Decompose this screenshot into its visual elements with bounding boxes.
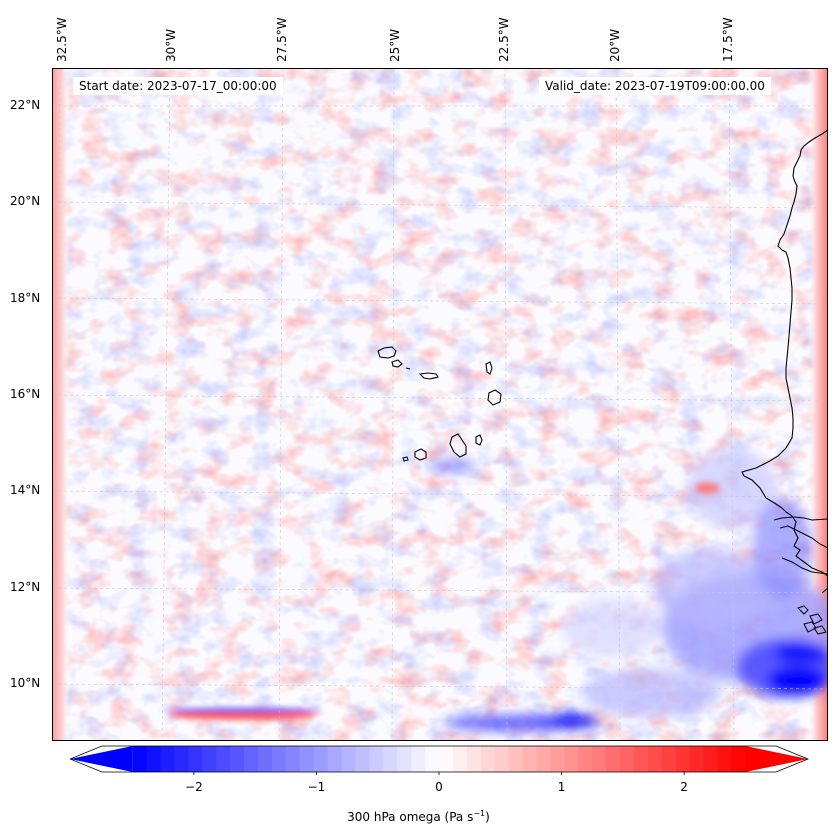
colorbar-label-close: ) <box>485 810 490 824</box>
island-santo-antao <box>377 346 397 359</box>
colorbar-tick-minus-1: −1 <box>307 780 326 794</box>
colorbar-segment <box>522 746 538 772</box>
colorbar-segment <box>703 746 719 772</box>
lon-label-25w: 25°W <box>388 28 402 62</box>
ascent-region-southeast <box>427 448 828 731</box>
left-boundary-band <box>52 68 70 741</box>
colorbar-extend-max <box>745 746 808 772</box>
colorbar-segment <box>494 746 510 772</box>
lat-label-14n: 14°N <box>10 483 41 497</box>
colorbar-segment <box>661 746 677 772</box>
guinea-bissau-coast <box>779 525 828 575</box>
island-sao-nicolau <box>418 372 439 380</box>
lat-label-22n: 22°N <box>10 98 41 112</box>
colorbar-segment <box>244 746 259 772</box>
colorbar-ticks <box>193 772 685 775</box>
colorbar-segment <box>689 746 705 772</box>
island-fogo <box>414 448 427 461</box>
lat-label-20n: 20°N <box>10 194 41 208</box>
colorbar-segment <box>564 746 579 772</box>
lon-label-22-5w: 22.5°W <box>497 17 511 62</box>
colorbar-tick-2: 2 <box>680 780 688 794</box>
colorbar-segment <box>633 746 649 772</box>
colorbar-segment <box>285 746 301 772</box>
island-sal <box>485 361 493 375</box>
cape-verde-islands <box>377 346 502 462</box>
colorbar-segment <box>257 746 273 772</box>
map-frame <box>52 68 828 741</box>
lat-label-18n: 18°N <box>10 291 41 305</box>
colorbar-tick-minus-2: −2 <box>185 780 203 794</box>
colorbar-segment <box>620 746 635 772</box>
colorbar-segment <box>383 746 398 772</box>
colorbar-label: 300 hPa omega (Pa s−1) <box>0 809 837 824</box>
lat-label-12n: 12°N <box>10 580 41 594</box>
island-santiago <box>449 433 467 458</box>
colorbar-segment <box>369 746 384 772</box>
colorbar-segment <box>466 746 482 772</box>
colorbar-segment <box>160 746 176 772</box>
colorbar-segment <box>606 746 621 772</box>
colorbar-segment <box>299 746 315 772</box>
colorbar-segment <box>271 746 287 772</box>
colorbar-outline <box>70 745 810 773</box>
colorbar-segment <box>647 746 663 772</box>
colorbar-segment <box>675 746 691 772</box>
colorbar-segment <box>731 746 746 772</box>
lat-label-16n: 16°N <box>10 387 41 401</box>
island-maio <box>475 434 483 446</box>
colorbar-segment <box>355 746 370 772</box>
graticule <box>52 68 828 741</box>
colorbar-segment <box>425 746 440 772</box>
island-sao-vicente <box>391 359 403 368</box>
colorbar-tick-0: 0 <box>435 780 443 794</box>
gambia-river-coast <box>773 516 828 521</box>
colorbar-segment <box>313 746 329 772</box>
lon-label-17-5w: 17.5°W <box>721 17 735 62</box>
colorbar-tick-1: 1 <box>557 780 566 794</box>
lon-label-20w: 20°W <box>608 28 622 62</box>
colorbar-segment <box>452 746 468 772</box>
colorbar-segment <box>411 746 426 772</box>
colorbar-segment <box>216 746 231 772</box>
colorbar <box>70 745 810 775</box>
colorbar-segment <box>592 746 607 772</box>
omega-field-map <box>52 68 828 741</box>
colorbar-label-text: 300 hPa omega (Pa s <box>347 810 474 824</box>
colorbar-label-exponent: −1 <box>473 809 486 818</box>
africa-coastline <box>741 129 828 577</box>
island-brava <box>402 456 409 462</box>
colorbar-segment <box>439 746 454 772</box>
colorbar-segment <box>327 746 343 772</box>
colorbar-segment <box>146 746 162 772</box>
colorbar-segment <box>174 746 189 772</box>
colorbar-extend-min <box>70 746 133 772</box>
colorbar-segment <box>341 746 357 772</box>
colorbar-segment <box>188 746 203 772</box>
colorbar-segment <box>132 746 148 772</box>
colorbar-segment <box>202 746 217 772</box>
colorbar-segment <box>508 746 524 772</box>
bijagos-islands <box>797 587 828 635</box>
colorbar-segment <box>578 746 593 772</box>
valid-date-label: Valid_date: 2023-07-19T09:00:00.00 <box>539 77 771 95</box>
colorbar-segment <box>397 746 412 772</box>
lat-label-10n: 10°N <box>10 676 41 690</box>
island-santa-luzia <box>405 367 411 370</box>
island-boa-vista <box>487 389 502 406</box>
start-date-label: Start date: 2023-07-17_00:00:00 <box>73 77 283 95</box>
colorbar-segment <box>230 746 245 772</box>
colorbar-segment <box>536 746 552 772</box>
colorbar-segment <box>717 746 733 772</box>
colorbar-fill <box>70 746 808 772</box>
colorbar-segment <box>550 746 565 772</box>
descent-streak-south <box>162 482 719 720</box>
lon-label-27-5w: 27.5°W <box>275 17 289 62</box>
lon-label-30w: 30°W <box>164 28 178 62</box>
lon-label-32-5w: 32.5°W <box>55 17 69 62</box>
colorbar-segment <box>480 746 496 772</box>
